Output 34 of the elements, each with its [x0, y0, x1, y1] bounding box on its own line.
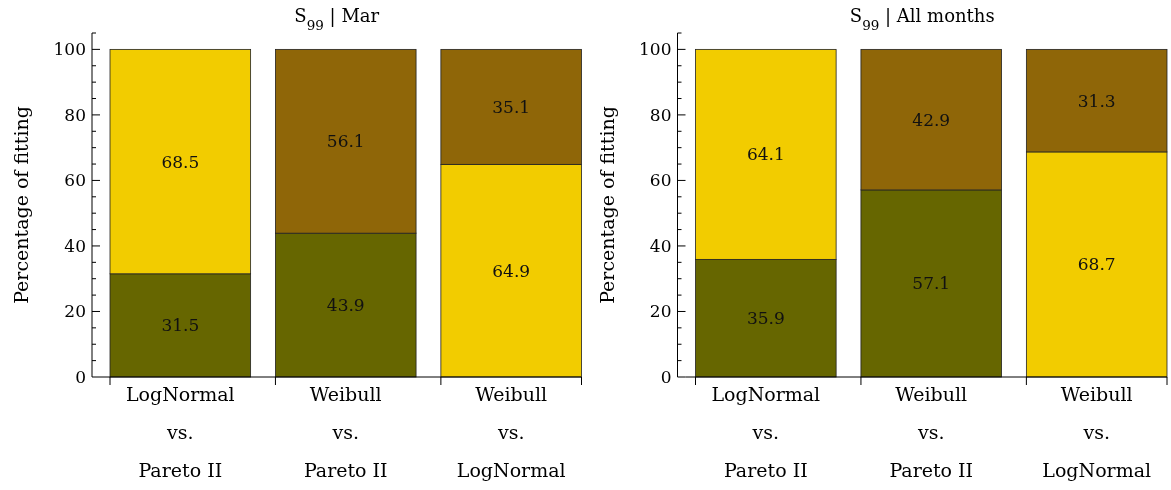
- chart-title: S$_{99}$ | All months: [849, 5, 995, 33]
- y-tick-label: 20: [649, 301, 672, 322]
- data-label: 57.1: [912, 273, 951, 294]
- x-tick-label: LogNormal vs. Pareto II: [125, 383, 235, 481]
- y-tick-label: 20: [64, 301, 86, 322]
- y-tick-label: 100: [53, 39, 86, 60]
- x-tick-label: Weibull vs. Pareto II: [303, 383, 388, 481]
- data-label: 42.9: [912, 109, 951, 130]
- y-tick-label: 80: [64, 104, 86, 125]
- x-tick-label: LogNormal vs. Pareto II: [711, 383, 821, 481]
- data-label: 64.9: [492, 260, 531, 281]
- data-label: 43.9: [326, 295, 365, 316]
- y-tick-label: 60: [649, 170, 672, 191]
- data-label: 35.9: [746, 308, 785, 329]
- y-tick-label: 40: [64, 235, 86, 256]
- y-tick-label: 80: [649, 104, 672, 125]
- y-tick-label: 60: [64, 170, 86, 191]
- data-label: 31.3: [1077, 90, 1116, 111]
- data-label: 64.1: [746, 144, 785, 165]
- x-tick-label: Weibull vs. Pareto II: [889, 383, 974, 481]
- data-label: 56.1: [326, 131, 365, 152]
- y-axis-title: Percentage of fitting: [595, 106, 618, 304]
- x-tick-label: Weibull vs. LogNormal: [456, 383, 566, 481]
- data-label: 68.7: [1077, 254, 1116, 275]
- y-axis-title: Percentage of fitting: [10, 106, 32, 304]
- data-label: 31.5: [161, 315, 200, 336]
- data-label: 68.5: [161, 151, 200, 172]
- x-tick-label: Weibull vs. LogNormal: [1042, 383, 1152, 481]
- data-label: 35.1: [492, 96, 531, 117]
- y-tick-label: 40: [649, 235, 672, 256]
- y-tick-label: 0: [660, 366, 672, 387]
- y-tick-label: 0: [75, 366, 86, 387]
- y-tick-label: 100: [639, 39, 672, 60]
- chart-title: S$_{99}$ | Mar: [294, 5, 380, 33]
